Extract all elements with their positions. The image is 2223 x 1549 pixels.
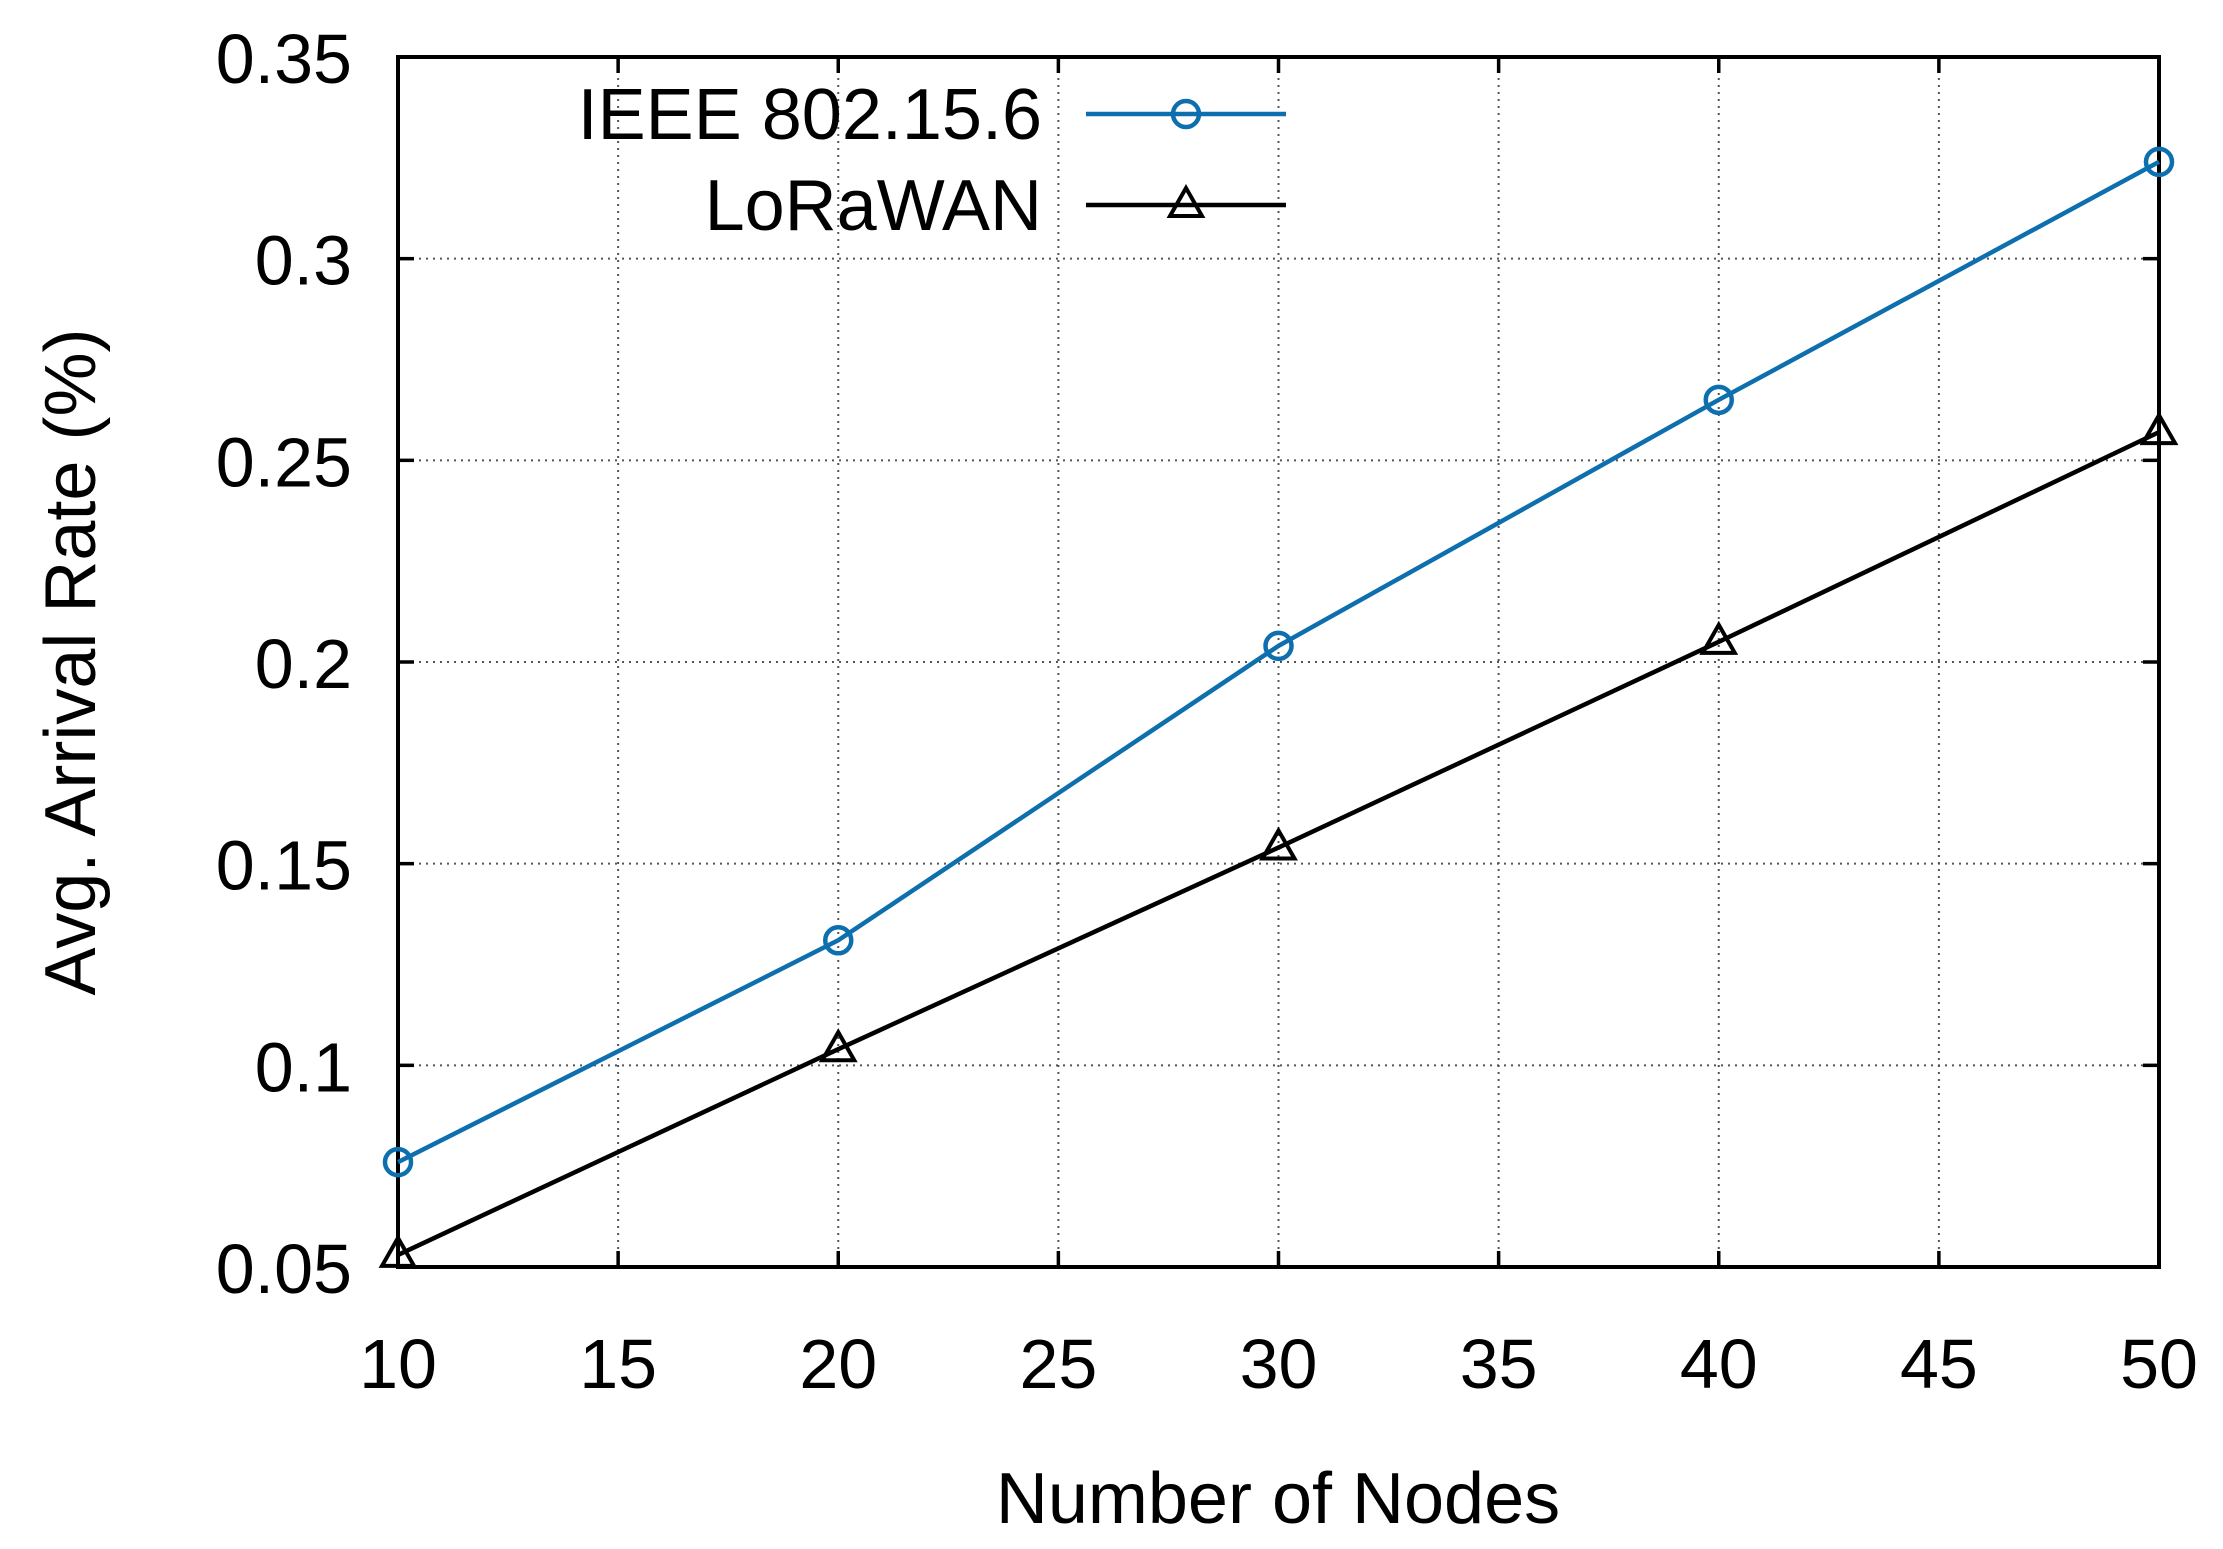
- x-tick-label: 40: [1680, 1325, 1758, 1403]
- series-line-2: [397, 430, 2160, 1257]
- chart-layers: 10 15 20 25 30 35 40 45 50 0.05 0.1 0.15 0.2 0.25 0.3 0…: [216, 20, 2198, 1403]
- plot-border: [396, 55, 2161, 1269]
- data-point-triangle: [1259, 826, 1298, 861]
- y-axis-title: Avg. Arrival Rate (%): [31, 329, 111, 996]
- y-tick-label: 0.3: [255, 222, 352, 300]
- data-point-triangle: [818, 1028, 858, 1063]
- y-tick-label: 0.1: [255, 1028, 352, 1106]
- data-point-circle: [382, 1146, 414, 1178]
- data-point-triangle: [378, 1233, 418, 1268]
- data-point-circle: [2143, 146, 2175, 178]
- series-line-1: [396, 159, 2161, 1165]
- x-tick-label: 45: [1900, 1325, 1978, 1403]
- x-tick-label: 15: [579, 1325, 657, 1403]
- data-point-circle: [1703, 384, 1734, 416]
- y-tick-label: 0.25: [216, 423, 352, 501]
- legend-sample-circle: [1170, 98, 1202, 130]
- data-point-triangle: [1699, 620, 1739, 655]
- y-tick-label: 0.2: [255, 625, 352, 703]
- data-point-triangle: [2139, 411, 2179, 446]
- y-tick-label: 0.15: [216, 827, 352, 905]
- data-point-circle: [823, 925, 854, 956]
- x-tick-label: 25: [1019, 1325, 1097, 1403]
- y-tick-label: 0.35: [216, 20, 352, 98]
- x-tick-label: 10: [359, 1325, 437, 1403]
- x-axis-title: Number of Nodes: [996, 1459, 1560, 1539]
- legend-sample-triangle: [1166, 183, 1206, 218]
- y-tick-label: 0.05: [216, 1230, 352, 1308]
- x-tick-label: 35: [1460, 1325, 1538, 1403]
- legend-label-series-1: IEEE 802.15.6: [578, 75, 1042, 155]
- x-tick-label: 20: [799, 1325, 877, 1403]
- data-point-circle: [1263, 630, 1294, 662]
- x-tick-label: 50: [2120, 1325, 2198, 1403]
- legend-label-series-2: LoRaWAN: [705, 166, 1042, 246]
- x-tick-label: 30: [1240, 1325, 1318, 1403]
